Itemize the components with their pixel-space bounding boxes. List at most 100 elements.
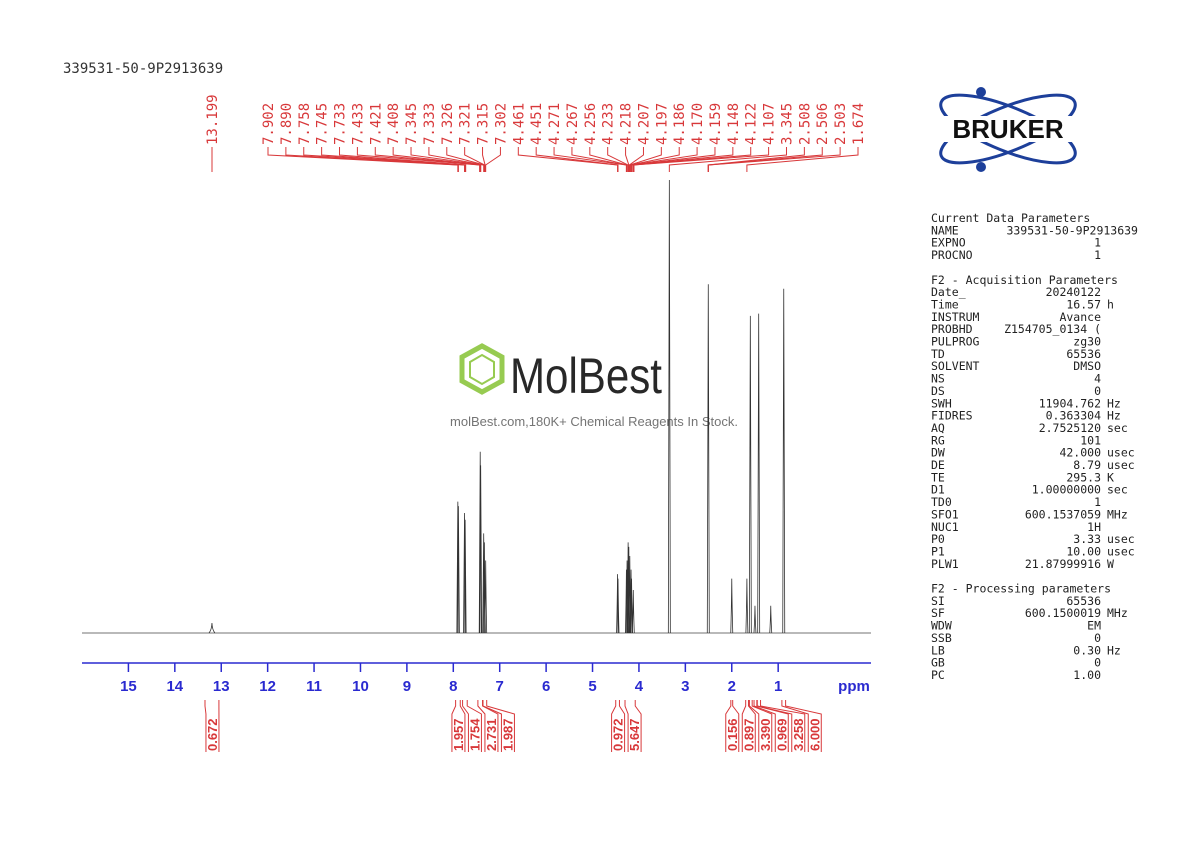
peak-connector [668,147,787,172]
parameter-value: 0.363304 [1046,409,1101,423]
peak [667,179,671,634]
parameter-value: 0 [1094,631,1101,645]
parameter-unit: sec [1107,421,1128,435]
parameter-key: TD0 [931,495,952,509]
peak-connector [633,147,770,172]
watermark-hexagon [459,343,505,395]
logo-dot [976,162,986,172]
peak [769,605,773,634]
bruker-logo: BRUKER [926,87,1090,172]
parameter-value: 1 [1094,248,1101,262]
peak [757,313,761,634]
parameter-value: 339531-50-9P2913639 [1006,223,1138,237]
peak [482,533,486,634]
parameter-key: GB [931,656,945,670]
parameter-key: SSB [931,631,952,645]
parameter-key: NAME [931,223,959,237]
parameter-value: 21.87999916 [1025,557,1101,571]
integral-label: 0.969 [774,718,789,751]
logo-orbit [939,93,1077,165]
peak-connector [482,147,486,172]
integral-bracket [451,700,466,752]
peak-label: 7.758 [297,103,313,145]
parameter-key: NS [931,372,945,386]
parameter-key: SOLVENT [931,359,980,373]
integral-bracket [725,700,740,752]
parameter-unit: usec [1107,458,1135,472]
parameter-value: Z154705_0134 ( [1004,322,1101,336]
parameter-key: SI [931,594,945,608]
peak-label: 4.233 [601,103,617,145]
peak [745,578,749,634]
peak-label: 4.207 [636,103,652,145]
parameter-value: Avance [1059,310,1101,324]
integral-label: 1.957 [451,718,466,751]
peak-connector [625,147,630,172]
parameter-unit: MHz [1107,507,1128,521]
parameter-value: 0.30 [1073,643,1101,657]
peak [748,315,752,634]
parameter-section-title: Current Data Parameters [931,211,1090,225]
peak-label: 7.733 [333,103,349,145]
parameter-key: DW [931,446,945,460]
parameter-unit: Hz [1107,396,1121,410]
watermark-tagline: molBest.com,180K+ Chemical Reagents In S… [450,414,738,429]
integral-bracket [204,700,220,752]
peak-label: 2.506 [815,103,831,145]
x-tick-label: 11 [306,678,322,695]
peak-connector [707,147,841,172]
peak-connector [589,147,628,172]
x-tick-label: 15 [120,678,137,695]
peak-label: 7.315 [476,103,492,145]
integral-label: 0.672 [205,718,220,751]
peak-label: 4.170 [690,103,706,145]
x-tick-label: 13 [213,678,230,695]
parameter-value: DMSO [1073,359,1101,373]
peak-label: 2.503 [833,103,849,145]
parameter-key: Date_ [931,285,966,299]
parameter-value: 2.7525120 [1039,421,1101,435]
peak [629,569,633,634]
x-tick-label: 8 [449,678,457,695]
x-tick-label: 1 [774,678,782,695]
parameter-key: EXPNO [931,236,966,250]
parameter-key: SF [931,606,945,620]
integral-label: 1.754 [467,718,482,751]
parameter-key: DS [931,384,945,398]
parameter-value: 600.1537059 [1025,507,1101,521]
peak-label: 7.745 [315,103,331,145]
parameter-value: 1 [1094,495,1101,509]
peak-connector [535,147,619,172]
x-tick-label: 5 [588,678,596,695]
peak-label: 7.902 [261,103,277,145]
x-tick-label: 7 [496,678,504,695]
integral-bracket [482,700,515,752]
watermark-hexagon [469,353,495,386]
parameter-value: 1 [1094,236,1101,250]
peak-connector [631,147,716,172]
peak [616,574,619,634]
parameter-value: 0 [1094,384,1101,398]
parameter-key: SFO1 [931,507,959,521]
parameter-key: Time [931,297,959,311]
parameter-value: zg30 [1073,335,1101,349]
peak-connector [392,147,482,172]
peak-label: 7.408 [386,103,402,145]
parameter-unit: usec [1107,532,1135,546]
integral-label: 0.156 [725,718,740,751]
parameter-key: PROBHD [931,322,973,336]
peak-connector [374,147,481,172]
parameter-key: FIDRES [931,409,973,423]
peak-label: 4.122 [744,103,760,145]
integral-label: 6.000 [807,718,822,751]
peak [706,284,710,634]
parameter-value: 20240122 [1046,285,1101,299]
parameter-key: PROCNO [931,248,973,262]
peak-label: 4.107 [762,103,778,145]
integral-label: 2.731 [484,718,499,751]
peak-connector [629,147,662,172]
parameter-value: 16.57 [1066,297,1101,311]
parameter-key: INSTRUM [931,310,980,324]
peak-connector [485,147,501,172]
